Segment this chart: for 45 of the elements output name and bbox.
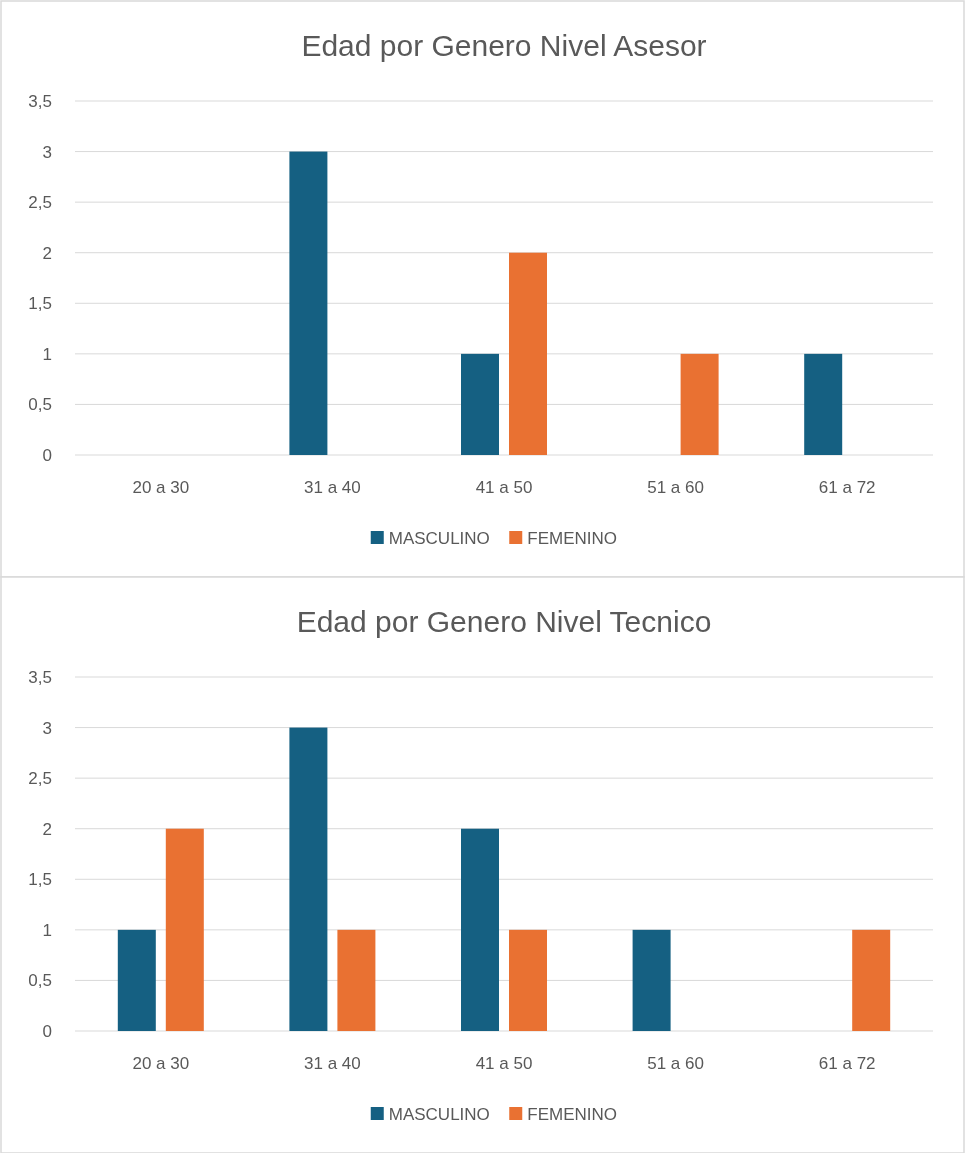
chart-title: Edad por Genero Nivel Asesor [301, 29, 707, 62]
bar [680, 353, 719, 455]
y-tick-label: 2 [42, 243, 52, 263]
bar [632, 929, 671, 1031]
y-tick-label: 3,5 [28, 667, 52, 687]
legend-label: MASCULINO [388, 528, 490, 548]
y-tick-label: 1 [42, 920, 52, 940]
y-tick-label: 1 [42, 344, 52, 364]
bar [509, 929, 547, 1031]
y-tick-label: 3 [42, 142, 52, 162]
bar [804, 353, 843, 455]
bar [461, 828, 499, 1031]
y-tick-label: 3,5 [28, 91, 52, 111]
bar [117, 929, 156, 1031]
x-tick-label: 41 a 50 [475, 478, 533, 497]
y-tick-label: 0 [42, 1021, 52, 1041]
y-tick-label: 2 [42, 819, 52, 839]
x-tick-label: 41 a 50 [475, 1054, 533, 1073]
bar [289, 727, 328, 1031]
bar [337, 929, 376, 1031]
legend-label: FEMENINO [527, 528, 617, 548]
x-tick-label: 31 a 40 [304, 1054, 361, 1073]
legend-label: FEMENINO [527, 1104, 617, 1124]
y-tick-label: 3 [42, 718, 52, 738]
x-tick-label: 61 a 72 [818, 478, 876, 497]
legend-label: MASCULINO [388, 1104, 490, 1124]
y-tick-label: 0,5 [28, 971, 52, 991]
x-tick-label: 51 a 60 [647, 478, 704, 497]
bar [165, 828, 204, 1031]
y-tick-label: 0 [42, 445, 52, 465]
x-tick-label: 20 a 30 [132, 1054, 190, 1073]
y-tick-label: 0,5 [28, 395, 52, 415]
y-tick-label: 1,5 [28, 294, 52, 314]
x-tick-label: 61 a 72 [818, 1054, 876, 1073]
bar [289, 151, 328, 455]
x-tick-label: 51 a 60 [647, 1054, 704, 1073]
x-tick-label: 31 a 40 [304, 478, 361, 497]
bar [509, 252, 547, 455]
bar [852, 929, 891, 1031]
chart-title: Edad por Genero Nivel Tecnico [296, 605, 712, 638]
y-tick-label: 1,5 [28, 870, 52, 890]
x-tick-label: 20 a 30 [132, 478, 190, 497]
y-tick-label: 2,5 [28, 769, 52, 789]
bar [461, 353, 499, 455]
y-tick-label: 2,5 [28, 193, 52, 213]
